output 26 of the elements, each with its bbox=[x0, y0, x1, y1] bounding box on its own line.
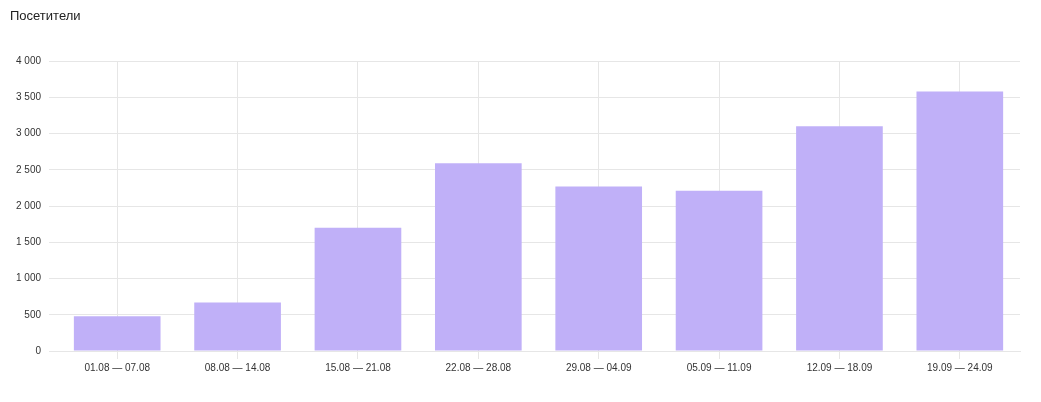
bar bbox=[916, 91, 1004, 351]
bar bbox=[434, 163, 522, 351]
x-tick-label: 22.08 — 28.08 bbox=[445, 361, 512, 373]
y-tick-label: 2 500 bbox=[15, 163, 42, 175]
x-tick-label: 12.09 — 18.09 bbox=[806, 361, 873, 373]
y-tick-label: 3 000 bbox=[15, 127, 42, 139]
x-tick-label: 29.08 — 04.09 bbox=[565, 361, 632, 373]
x-tick-label: 01.08 — 07.08 bbox=[84, 361, 151, 373]
bar bbox=[194, 302, 281, 351]
x-tick-label: 19.09 — 24.09 bbox=[927, 361, 994, 373]
x-tick-label: 08.08 — 14.08 bbox=[204, 361, 271, 373]
bar bbox=[675, 190, 763, 351]
x-tick-label: 15.08 — 21.08 bbox=[325, 361, 392, 373]
y-tick-label: 4 000 bbox=[15, 54, 42, 66]
bar bbox=[314, 227, 402, 351]
y-tick-label: 3 500 bbox=[15, 91, 42, 102]
bar bbox=[73, 316, 161, 351]
x-tick-label: 05.09 — 11.09 bbox=[686, 361, 752, 373]
bar bbox=[555, 186, 643, 351]
y-tick-label: 2 000 bbox=[15, 199, 42, 211]
bar bbox=[796, 126, 883, 351]
y-tick-label: 500 bbox=[24, 308, 42, 320]
y-tick-label: 0 bbox=[35, 344, 42, 356]
y-tick-label: 1 000 bbox=[15, 272, 42, 284]
y-tick-label: 1 500 bbox=[15, 236, 42, 247]
chart-title: Посетители bbox=[10, 8, 82, 23]
